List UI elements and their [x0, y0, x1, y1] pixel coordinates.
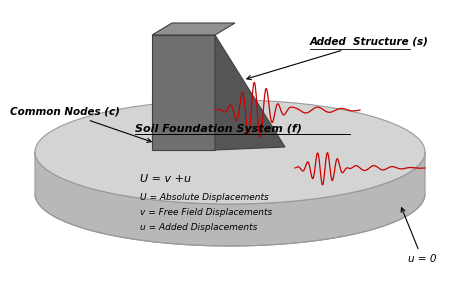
- Text: u = 0: u = 0: [401, 208, 437, 264]
- Text: Soil Foundation System (f): Soil Foundation System (f): [135, 124, 302, 134]
- Text: v = Free Field Displacements: v = Free Field Displacements: [140, 208, 272, 217]
- Ellipse shape: [35, 100, 425, 204]
- Text: U = Absolute Displacements: U = Absolute Displacements: [140, 193, 269, 202]
- Text: Common Nodes (c): Common Nodes (c): [10, 107, 151, 142]
- Text: Added  Structure (s): Added Structure (s): [247, 37, 429, 80]
- Polygon shape: [35, 152, 425, 246]
- Polygon shape: [152, 35, 215, 150]
- Polygon shape: [152, 23, 235, 35]
- Text: u = Added Displacements: u = Added Displacements: [140, 223, 257, 232]
- Text: U = v +u: U = v +u: [140, 174, 191, 184]
- Polygon shape: [215, 35, 285, 150]
